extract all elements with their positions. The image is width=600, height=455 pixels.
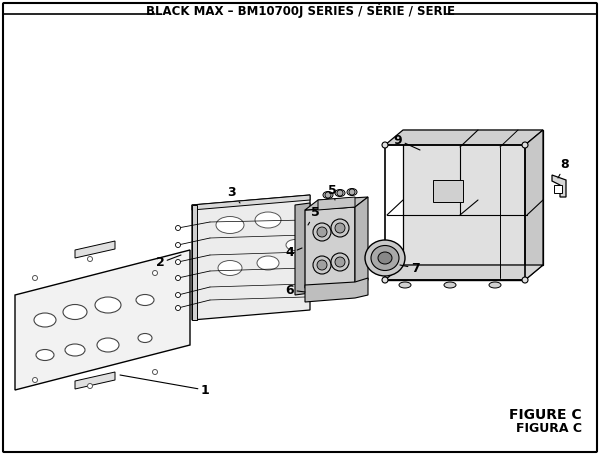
Ellipse shape	[63, 304, 87, 319]
Text: 3: 3	[227, 187, 240, 203]
Polygon shape	[192, 205, 197, 320]
Bar	[554, 185, 562, 193]
Circle shape	[176, 259, 181, 264]
Circle shape	[331, 253, 349, 271]
Circle shape	[313, 256, 331, 274]
Polygon shape	[192, 195, 310, 210]
Ellipse shape	[218, 261, 242, 275]
Polygon shape	[295, 203, 310, 295]
Ellipse shape	[444, 282, 456, 288]
Circle shape	[325, 192, 331, 198]
Polygon shape	[305, 207, 355, 288]
Circle shape	[317, 227, 327, 237]
Ellipse shape	[371, 246, 399, 271]
Text: FIGURA C: FIGURA C	[516, 421, 582, 435]
Ellipse shape	[138, 334, 152, 343]
Ellipse shape	[323, 192, 333, 198]
Text: 5: 5	[308, 207, 319, 225]
Ellipse shape	[255, 212, 281, 228]
Ellipse shape	[489, 282, 501, 288]
Text: 1: 1	[120, 375, 209, 396]
Polygon shape	[355, 197, 368, 285]
Circle shape	[176, 305, 181, 310]
Polygon shape	[192, 195, 310, 320]
Text: 9: 9	[394, 133, 420, 150]
Circle shape	[522, 277, 528, 283]
Polygon shape	[305, 197, 368, 210]
Ellipse shape	[257, 256, 279, 270]
Text: FIGURE C: FIGURE C	[509, 408, 582, 422]
Circle shape	[317, 260, 327, 270]
Text: 8: 8	[558, 158, 569, 178]
Circle shape	[152, 369, 157, 374]
Polygon shape	[403, 130, 543, 265]
Text: 5: 5	[328, 183, 337, 200]
Text: 6: 6	[286, 283, 305, 297]
Circle shape	[88, 257, 92, 262]
Ellipse shape	[399, 282, 411, 288]
Circle shape	[152, 271, 157, 275]
Ellipse shape	[95, 297, 121, 313]
Polygon shape	[552, 175, 566, 197]
Circle shape	[313, 223, 331, 241]
Text: 4: 4	[286, 247, 302, 259]
Ellipse shape	[335, 189, 345, 197]
Ellipse shape	[365, 240, 405, 276]
Circle shape	[382, 277, 388, 283]
Circle shape	[32, 378, 37, 383]
Polygon shape	[525, 130, 543, 280]
Ellipse shape	[286, 239, 304, 251]
Polygon shape	[15, 250, 190, 390]
Bar	[433, 180, 463, 202]
Circle shape	[176, 293, 181, 298]
Circle shape	[349, 189, 355, 195]
Circle shape	[382, 142, 388, 148]
Polygon shape	[75, 372, 115, 389]
Circle shape	[176, 226, 181, 231]
Ellipse shape	[136, 294, 154, 305]
Circle shape	[88, 384, 92, 389]
Ellipse shape	[378, 252, 392, 264]
Polygon shape	[385, 130, 543, 145]
Ellipse shape	[65, 344, 85, 356]
Polygon shape	[75, 241, 115, 258]
Ellipse shape	[216, 217, 244, 233]
Circle shape	[335, 257, 345, 267]
Polygon shape	[318, 197, 355, 210]
Text: BLACK MAX – BM10700J SERIES / SÉRIE / SERIE: BLACK MAX – BM10700J SERIES / SÉRIE / SE…	[146, 4, 455, 18]
Text: 7: 7	[400, 262, 419, 274]
Circle shape	[337, 190, 343, 196]
Circle shape	[176, 275, 181, 280]
Polygon shape	[385, 265, 543, 280]
Circle shape	[331, 219, 349, 237]
Ellipse shape	[34, 313, 56, 327]
Circle shape	[522, 142, 528, 148]
Ellipse shape	[97, 338, 119, 352]
Circle shape	[32, 275, 37, 280]
FancyBboxPatch shape	[3, 3, 597, 452]
Ellipse shape	[36, 349, 54, 360]
Circle shape	[176, 243, 181, 248]
Circle shape	[335, 223, 345, 233]
Ellipse shape	[347, 188, 357, 196]
Text: 2: 2	[155, 255, 181, 269]
Polygon shape	[305, 278, 368, 302]
